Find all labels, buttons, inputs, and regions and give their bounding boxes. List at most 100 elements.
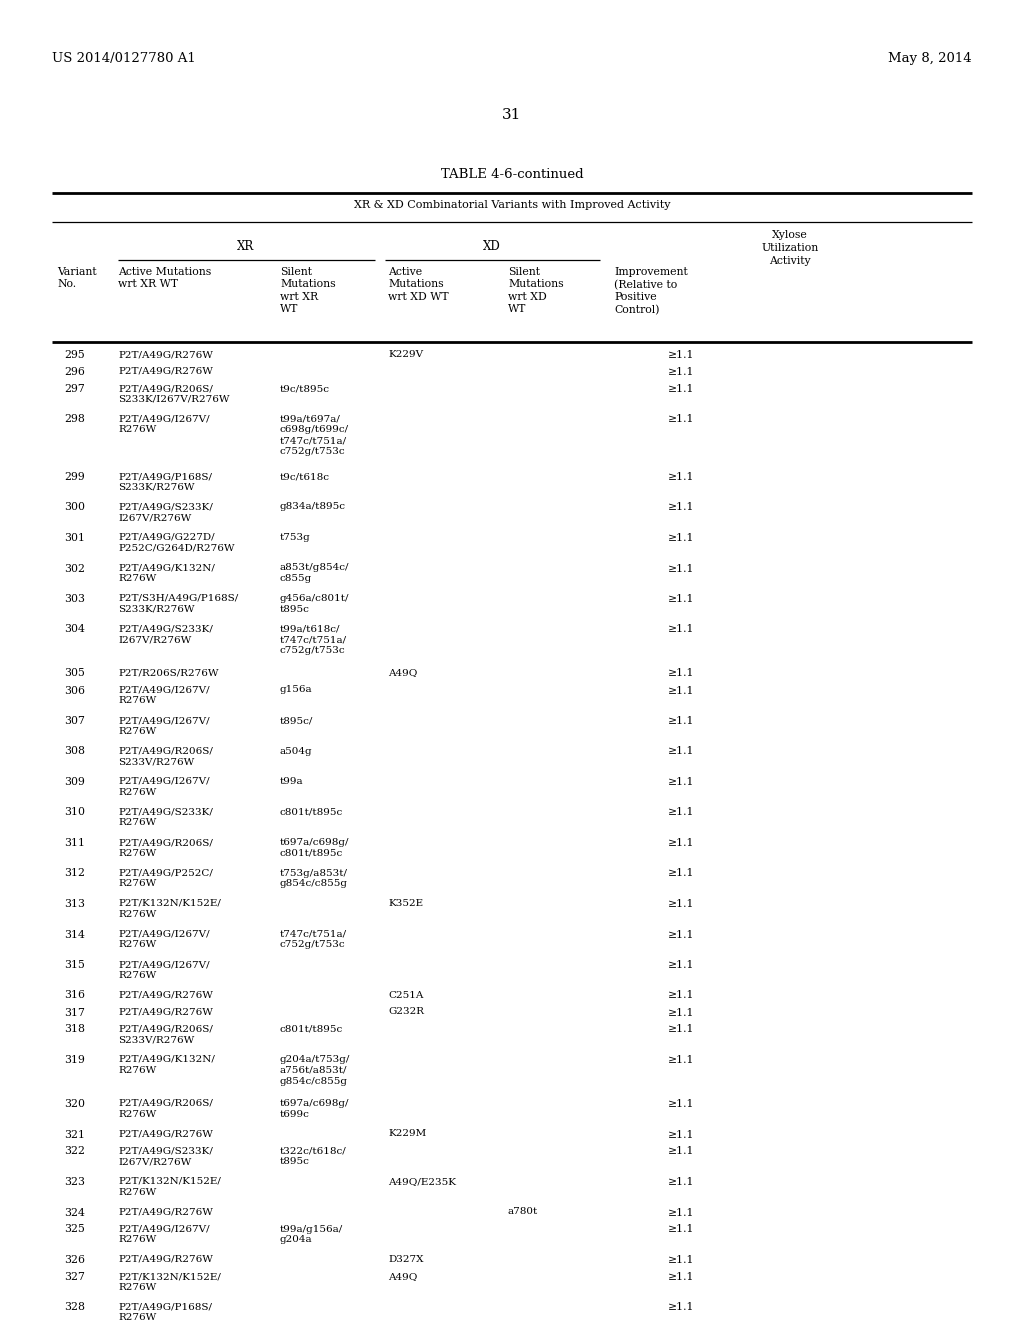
Text: ≥1.1: ≥1.1 [668,503,694,512]
Text: 323: 323 [63,1177,85,1187]
Text: 320: 320 [63,1100,85,1109]
Text: 316: 316 [63,990,85,1001]
Text: ≥1.1: ≥1.1 [668,533,694,543]
Text: XR: XR [238,240,255,253]
Text: ≥1.1: ≥1.1 [668,777,694,787]
Text: P2T/K132N/K152E/
R276W: P2T/K132N/K152E/ R276W [118,1177,221,1197]
Text: t747c/t751a/
c752g/t753c: t747c/t751a/ c752g/t753c [280,929,347,949]
Text: P2T/A49G/K132N/
R276W: P2T/A49G/K132N/ R276W [118,564,215,583]
Text: 325: 325 [65,1225,85,1234]
Text: 313: 313 [63,899,85,909]
Text: g456a/c801t/
t895c: g456a/c801t/ t895c [280,594,349,614]
Text: 322: 322 [63,1147,85,1156]
Text: t322c/t618c/
t895c: t322c/t618c/ t895c [280,1147,347,1167]
Text: P2T/A49G/I267V/
R276W: P2T/A49G/I267V/ R276W [118,414,210,434]
Text: P2T/A49G/R276W: P2T/A49G/R276W [118,350,213,359]
Text: c801t/t895c: c801t/t895c [280,1024,343,1034]
Text: 312: 312 [63,869,85,879]
Text: t99a/g156a/
g204a: t99a/g156a/ g204a [280,1225,343,1245]
Text: ≥1.1: ≥1.1 [668,624,694,635]
Text: ≥1.1: ≥1.1 [668,473,694,482]
Text: 308: 308 [63,747,85,756]
Text: 305: 305 [65,668,85,678]
Text: P2T/A49G/R206S/
R276W: P2T/A49G/R206S/ R276W [118,838,213,858]
Text: 307: 307 [65,715,85,726]
Text: t9c/t895c: t9c/t895c [280,384,330,393]
Text: P2T/S3H/A49G/P168S/
S233K/R276W: P2T/S3H/A49G/P168S/ S233K/R276W [118,594,239,614]
Text: g204a/t753g/
a756t/a853t/
g854c/c855g: g204a/t753g/ a756t/a853t/ g854c/c855g [280,1055,350,1086]
Text: ≥1.1: ≥1.1 [668,350,694,360]
Text: ≥1.1: ≥1.1 [668,1177,694,1187]
Text: 302: 302 [63,564,85,573]
Text: Active Mutations
wrt XR WT: Active Mutations wrt XR WT [118,267,211,289]
Text: 311: 311 [63,838,85,847]
Text: P2T/A49G/R276W: P2T/A49G/R276W [118,1255,213,1265]
Text: t99a: t99a [280,777,304,785]
Text: P2T/A49G/I267V/
R276W: P2T/A49G/I267V/ R276W [118,777,210,797]
Text: P2T/A49G/R276W: P2T/A49G/R276W [118,1208,213,1217]
Text: P2T/A49G/S233K/
I267V/R276W: P2T/A49G/S233K/ I267V/R276W [118,1147,213,1167]
Text: XR & XD Combinatorial Variants with Improved Activity: XR & XD Combinatorial Variants with Impr… [353,201,671,210]
Text: 327: 327 [65,1272,85,1282]
Text: c801t/t895c: c801t/t895c [280,808,343,817]
Text: a504g: a504g [280,747,312,755]
Text: 297: 297 [65,384,85,393]
Text: ≥1.1: ≥1.1 [668,715,694,726]
Text: P2T/A49G/I267V/
R276W: P2T/A49G/I267V/ R276W [118,929,210,949]
Text: Improvement
(Relative to
Positive
Control): Improvement (Relative to Positive Contro… [614,267,688,315]
Text: ≥1.1: ≥1.1 [668,899,694,909]
Text: P2T/A49G/R276W: P2T/A49G/R276W [118,367,213,376]
Text: P2T/A49G/I267V/
R276W: P2T/A49G/I267V/ R276W [118,1225,210,1245]
Text: ≥1.1: ≥1.1 [668,668,694,678]
Text: ≥1.1: ≥1.1 [668,838,694,847]
Text: ≥1.1: ≥1.1 [668,384,694,393]
Text: C251A: C251A [388,990,423,999]
Text: 301: 301 [63,533,85,543]
Text: P2T/R206S/R276W: P2T/R206S/R276W [118,668,218,677]
Text: ≥1.1: ≥1.1 [668,1208,694,1217]
Text: P2T/A49G/R206S/
S233K/I267V/R276W: P2T/A49G/R206S/ S233K/I267V/R276W [118,384,229,404]
Text: P2T/A49G/P252C/
R276W: P2T/A49G/P252C/ R276W [118,869,213,888]
Text: 317: 317 [65,1007,85,1018]
Text: P2T/A49G/R276W: P2T/A49G/R276W [118,1007,213,1016]
Text: P2T/A49G/G227D/
P252C/G264D/R276W: P2T/A49G/G227D/ P252C/G264D/R276W [118,533,234,553]
Text: K352E: K352E [388,899,423,908]
Text: Silent
Mutations
wrt XD
WT: Silent Mutations wrt XD WT [508,267,563,314]
Text: P2T/A49G/I267V/
R276W: P2T/A49G/I267V/ R276W [118,685,210,705]
Text: a853t/g854c/
c855g: a853t/g854c/ c855g [280,564,349,583]
Text: 319: 319 [65,1055,85,1065]
Text: 31: 31 [503,108,521,121]
Text: ≥1.1: ≥1.1 [668,1130,694,1139]
Text: Silent
Mutations
wrt XR
WT: Silent Mutations wrt XR WT [280,267,336,314]
Text: 315: 315 [65,960,85,970]
Text: K229M: K229M [388,1130,426,1138]
Text: P2T/A49G/R276W: P2T/A49G/R276W [118,1130,213,1138]
Text: G232R: G232R [388,1007,424,1016]
Text: US 2014/0127780 A1: US 2014/0127780 A1 [52,51,196,65]
Text: ≥1.1: ≥1.1 [668,1255,694,1265]
Text: ≥1.1: ≥1.1 [668,1100,694,1109]
Text: ≥1.1: ≥1.1 [668,685,694,696]
Text: ≥1.1: ≥1.1 [668,1007,694,1018]
Text: P2T/A49G/S233K/
I267V/R276W: P2T/A49G/S233K/ I267V/R276W [118,624,213,644]
Text: t753g: t753g [280,533,310,543]
Text: g834a/t895c: g834a/t895c [280,503,346,511]
Text: P2T/A49G/R206S/
R276W: P2T/A49G/R206S/ R276W [118,1100,213,1119]
Text: P2T/A49G/I267V/
R276W: P2T/A49G/I267V/ R276W [118,715,210,737]
Text: ≥1.1: ≥1.1 [668,960,694,970]
Text: t99a/t618c/
t747c/t751a/
c752g/t753c: t99a/t618c/ t747c/t751a/ c752g/t753c [280,624,347,656]
Text: t753g/a853t/
g854c/c855g: t753g/a853t/ g854c/c855g [280,869,348,888]
Text: 328: 328 [63,1303,85,1312]
Text: Variant
No.: Variant No. [57,267,96,289]
Text: XD: XD [483,240,501,253]
Text: ≥1.1: ≥1.1 [668,1147,694,1156]
Text: K229V: K229V [388,350,423,359]
Text: P2T/A49G/R206S/
S233V/R276W: P2T/A49G/R206S/ S233V/R276W [118,747,213,767]
Text: 298: 298 [65,414,85,425]
Text: 304: 304 [65,624,85,635]
Text: ≥1.1: ≥1.1 [668,1055,694,1065]
Text: 324: 324 [65,1208,85,1217]
Text: A49Q/E235K: A49Q/E235K [388,1177,456,1185]
Text: t99a/t697a/
c698g/t699c/
t747c/t751a/
c752g/t753c: t99a/t697a/ c698g/t699c/ t747c/t751a/ c7… [280,414,349,457]
Text: P2T/A49G/S233K/
R276W: P2T/A49G/S233K/ R276W [118,808,213,828]
